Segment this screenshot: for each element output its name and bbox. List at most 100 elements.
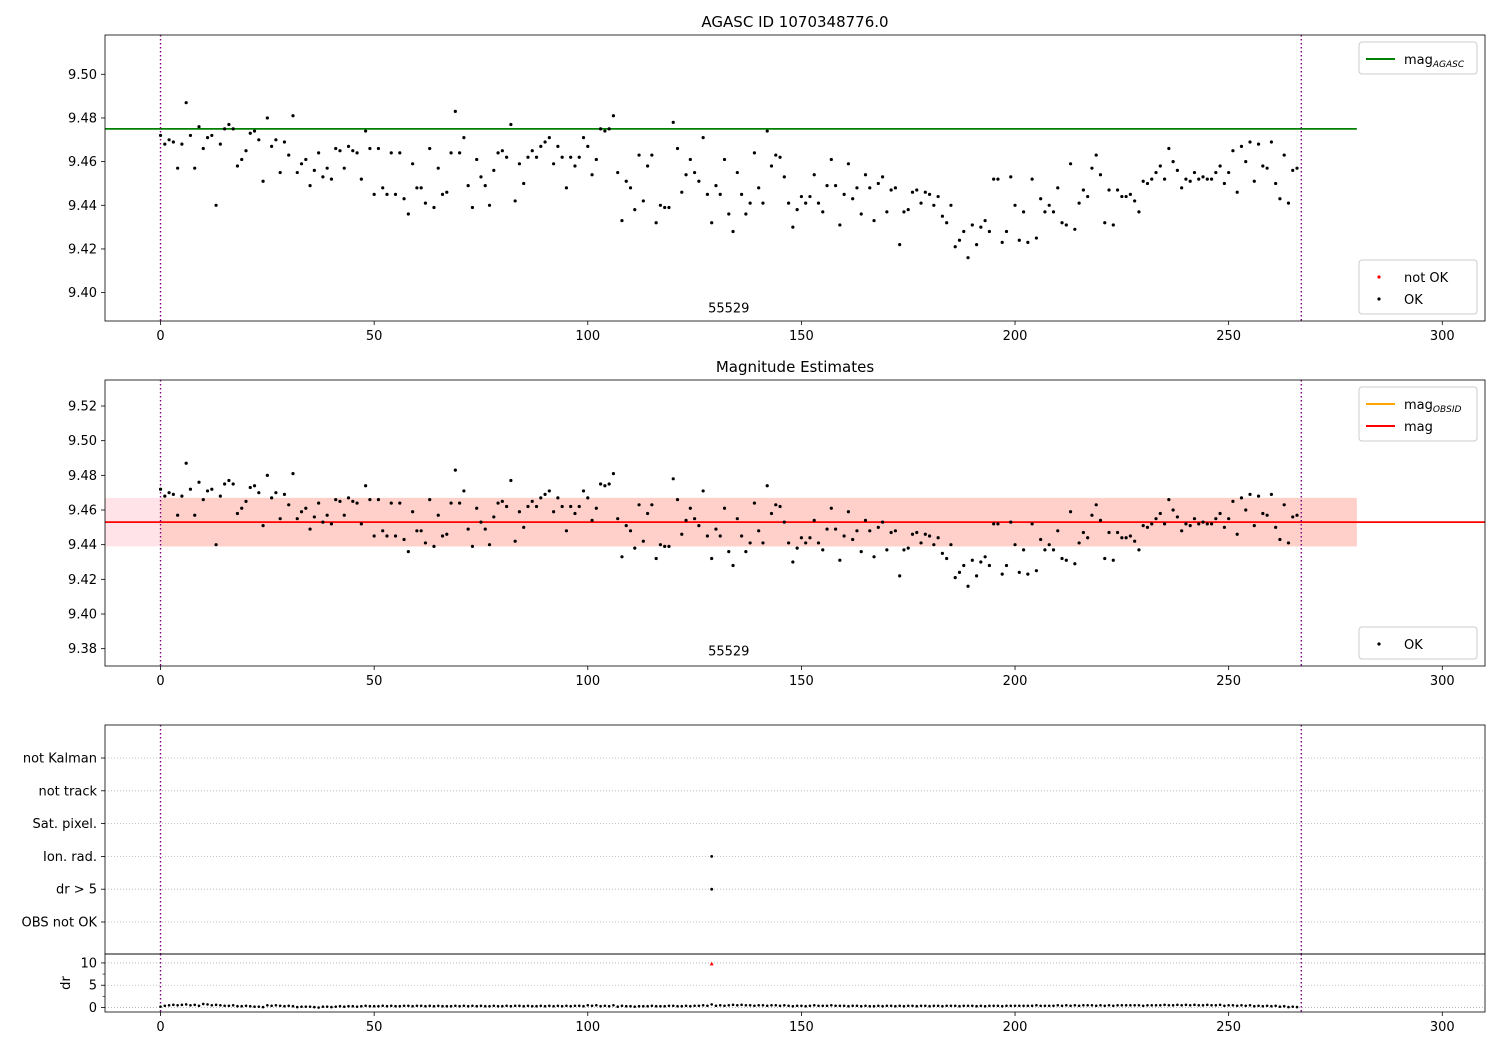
panel4-point [642,1004,645,1008]
panel2-point [757,529,761,533]
panel4-point [830,1004,833,1007]
panel2-point [180,494,184,498]
panel1-point [889,188,893,192]
panel4-point [201,1002,205,1006]
panel2-point [231,482,235,486]
panel4-point [894,1004,897,1008]
panel1-point [731,229,735,234]
panel2-point [278,517,282,521]
panel2-point [466,527,470,531]
panel2-point [1103,556,1107,561]
panel2-point [1180,529,1184,533]
panel4-point [868,1004,872,1008]
panel2-y-tick-label: 9.50 [68,434,97,449]
panel1-point [932,203,936,207]
panel1-point [795,208,799,212]
panel2-point [812,518,816,523]
panel4-point [1060,1004,1064,1008]
panel1-point [411,162,415,166]
panel2-point [727,550,731,554]
panel4-point [1039,1004,1042,1008]
panel2-point [1197,522,1201,526]
panel4-point [1030,1004,1034,1008]
panel1-point [466,184,470,188]
panel2-point [1239,496,1244,500]
panel4-point [415,1004,419,1008]
panel1-point [992,177,996,181]
panel3-category-label: not Kalman [23,752,97,767]
panel1-point [1128,192,1132,196]
panel2-x-ticks: 0 50 100 150 200 250 300 [156,666,1455,689]
panel2-point [795,546,799,550]
panel4-point [821,1004,825,1008]
panel4-point [513,1004,517,1008]
panel4-point [1056,1004,1060,1007]
panel1-point [368,146,372,151]
panel1-point [983,218,987,223]
panel1-y-tick-label: 9.50 [68,68,97,83]
panel1-point [816,201,821,205]
panel1-point [453,109,457,114]
panel4-point [1265,1004,1269,1008]
panel2-point [552,510,556,514]
panel3-frame [104,724,1486,955]
panel1-point [851,197,855,201]
panel1-point [915,188,919,192]
panel2-point [624,524,628,528]
panel2-point [603,484,607,488]
panel2-point [872,555,876,559]
panel2-point [974,574,979,578]
panel1-point [825,184,829,188]
panel2-point [274,491,278,495]
panel2-point [786,541,791,545]
panel1-point [953,245,957,249]
panel4-point [654,1004,658,1008]
panel1-point [586,144,590,148]
panel2-point [1004,563,1009,568]
panel4-y-tick-label: 5 [89,979,97,994]
panel4-point [398,1004,402,1008]
panel1-point [1274,181,1278,186]
panel2-point [193,513,197,517]
panel4-point [1107,1004,1111,1007]
panel2-point [176,513,180,517]
panel4-point [983,1004,987,1008]
panel2-point [240,506,244,510]
panel4-point [462,1004,466,1008]
panel2-point [739,534,744,538]
panel1-point [1167,146,1171,151]
panel4-point [736,1004,739,1007]
panel2-point [308,527,312,531]
panel1-point [1162,177,1167,181]
panel1-point [449,151,453,155]
panel4-point [530,1004,534,1008]
panel4-point [240,1004,244,1008]
panel4-point [1214,1004,1218,1007]
panel1-point [718,192,722,196]
panel2-point [833,527,838,531]
panel1-legend-box [1358,41,1478,75]
panel1-point [675,146,680,151]
panel2-point [620,555,624,559]
panel1-point [355,151,359,155]
panel4-point [424,1004,427,1008]
panel4-frame [104,953,1486,1013]
panel2-point [945,556,949,561]
panel1-point [325,166,329,170]
panel1-point [505,155,509,159]
panel2-legend-label: OK [1404,638,1423,653]
panel1-point [184,101,188,105]
panel1-point [838,223,842,227]
panel1-point [522,181,526,186]
panel2-point [752,501,757,505]
panel2-point [1286,541,1291,545]
panel4-point [1244,1004,1248,1008]
panel2-legend-marker [1377,642,1381,646]
panel1-point [265,116,269,120]
panel2-point [910,532,915,536]
panel2-point [769,511,774,516]
panel2-obsid-label: 55529 [708,645,749,660]
panel4-point [697,1004,701,1008]
panel2-point [402,537,406,542]
panel1-point [957,238,962,242]
